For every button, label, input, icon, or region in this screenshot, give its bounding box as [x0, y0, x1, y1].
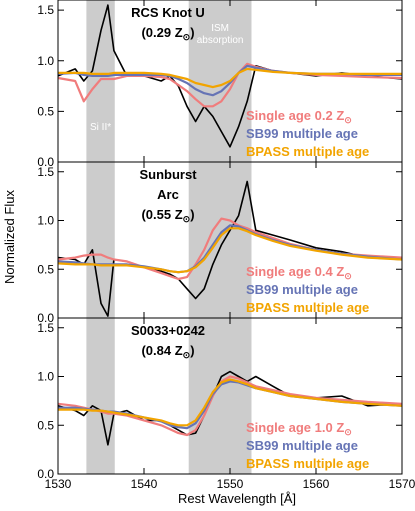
panel-title-line: (0.29 Z⊙) [141, 25, 194, 42]
series-line-bpass [58, 67, 402, 89]
panel-title-line: RCS Knot U [131, 5, 205, 20]
y-tick-label: 1.0 [37, 54, 54, 68]
solar-symbol: ⊙ [344, 271, 352, 281]
y-tick-label: 0.5 [37, 262, 54, 276]
y-tick-label: 0.0 [37, 311, 54, 325]
legend-entry: SB99 multiple age [246, 126, 358, 141]
shaded-band [188, 318, 252, 474]
y-tick-label: 0.0 [37, 155, 54, 169]
x-tick-label: 1570 [389, 477, 415, 491]
x-tick-label: 1550 [217, 477, 244, 491]
label-layer: 0.0 0.5 1.0 1.5 RCS Knot U (0.29 Z⊙) Single ag… [37, 3, 415, 491]
shaded-band [86, 318, 115, 474]
band-label-ism: absorption [197, 35, 244, 46]
closing-paren: ) [190, 207, 194, 222]
panel-title-line: (0.55 Z⊙) [141, 207, 194, 224]
solar-symbol: ⊙ [344, 427, 352, 437]
solar-symbol: ⊙ [183, 32, 191, 42]
shaded-band [188, 0, 252, 162]
legend-entry: BPASS multiple age [246, 144, 369, 159]
panel-title-line: Sunburst [139, 167, 197, 182]
shaded-band [188, 162, 252, 318]
series-line-single-age [57, 217, 403, 281]
band-label-ism: ISM [211, 23, 229, 34]
y-tick-label: 1.5 [37, 3, 54, 17]
y-tick-label: 1.0 [37, 214, 54, 228]
legend-entry: BPASS multiple age [246, 300, 369, 315]
band-label-si: Si II* [90, 122, 111, 133]
panel-title-line: S0033+0242 [131, 323, 205, 338]
y-tick-label: 0.0 [37, 467, 54, 481]
y-tick-label: 1.0 [37, 370, 54, 384]
y-axis-title: Normalized Flux [2, 190, 17, 284]
closing-paren: ) [190, 343, 194, 358]
shaded-region-layer [86, 0, 252, 474]
x-tick-label: 1560 [303, 477, 330, 491]
series-line-bpass [57, 227, 403, 274]
legend-entry: BPASS multiple age [246, 456, 369, 471]
y-tick-label: 0.5 [37, 418, 54, 432]
x-tick-label: 1540 [131, 477, 158, 491]
x-tick-label: 1530 [45, 477, 72, 491]
solar-symbol: ⊙ [183, 214, 191, 224]
legend-entry: SB99 multiple age [246, 438, 358, 453]
y-tick-label: 1.5 [37, 165, 54, 179]
series-line-observed [57, 180, 403, 317]
series-line-bpass [58, 378, 403, 427]
y-tick-label: 0.5 [37, 104, 54, 118]
panel-title-line: (0.84 Z⊙) [141, 343, 194, 360]
tick-layer [57, 0, 403, 475]
solar-symbol: ⊙ [183, 350, 191, 360]
series-layer [57, 4, 403, 446]
x-axis-title: Rest Wavelength [Å] [178, 491, 296, 506]
y-tick-label: 1.5 [37, 321, 54, 335]
panel-title-line: Arc [157, 187, 179, 202]
series-line-single-age [57, 375, 403, 437]
solar-symbol: ⊙ [344, 115, 352, 125]
closing-paren: ) [190, 25, 194, 40]
legend-entry: Single age 0.2 Z⊙ [246, 108, 352, 125]
legend-entry: SB99 multiple age [246, 282, 358, 297]
legend-entry: Single age 0.4 Z⊙ [246, 264, 352, 281]
legend-entry: Single age 1.0 Z⊙ [246, 420, 352, 437]
